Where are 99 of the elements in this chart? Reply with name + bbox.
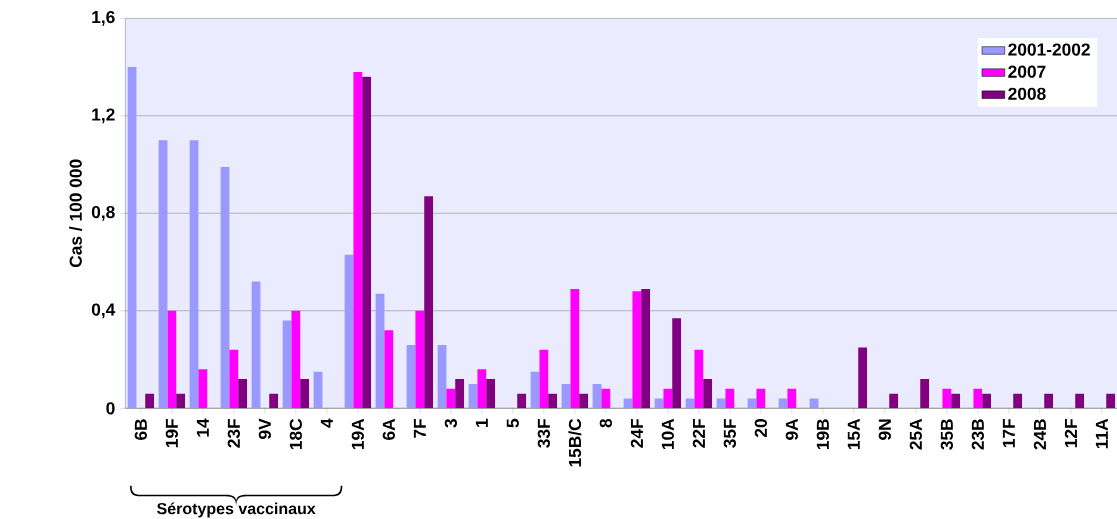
x-tick-label: 17F <box>1002 419 1015 448</box>
bar <box>672 318 682 409</box>
bar <box>517 393 527 409</box>
x-tick-label: 19A <box>351 418 364 450</box>
x-tick-label: 9V <box>258 418 271 439</box>
bar <box>291 310 301 409</box>
x-tick-label: 6B <box>134 419 147 440</box>
y-tick-label: 0,8 <box>91 205 115 221</box>
bar <box>570 288 580 409</box>
bar <box>663 388 673 409</box>
bar <box>406 344 416 409</box>
bar <box>145 393 155 409</box>
bar <box>189 140 199 409</box>
x-tick-label: 35F <box>723 419 736 448</box>
x-tick-label: 8 <box>599 418 612 428</box>
bar <box>384 330 394 409</box>
x-tick-label: 14 <box>196 418 209 437</box>
bar <box>158 140 168 409</box>
x-tick-label: 10A <box>661 418 674 450</box>
x-tick-label: 3 <box>444 419 457 428</box>
bar <box>477 369 487 409</box>
x-tick-label: 15B/C <box>568 418 582 467</box>
bar <box>951 393 961 409</box>
bar <box>725 388 735 409</box>
bar <box>942 388 952 409</box>
x-tick-label: 23F <box>227 419 240 448</box>
bar <box>229 349 239 409</box>
x-tick-label: 19F <box>165 419 178 448</box>
x-tick-label: 15A <box>847 418 860 450</box>
bar <box>437 344 447 409</box>
x-tick-label: 24F <box>630 419 643 448</box>
bar <box>579 393 589 409</box>
legend-label: 2007 <box>1008 65 1046 78</box>
y-axis-title: Cas / 100 000 <box>69 159 83 268</box>
x-tick-label: 24B <box>1033 419 1046 450</box>
bar <box>973 388 983 409</box>
bar <box>455 379 465 409</box>
x-tick-label: 5 <box>506 418 519 428</box>
y-tick-label: 0 <box>106 402 115 415</box>
bar <box>1106 393 1116 409</box>
x-tick-label: 18C <box>289 418 302 450</box>
bar <box>362 76 372 409</box>
x-tick-label: 22F <box>692 419 705 448</box>
bar <box>539 349 549 409</box>
x-tick-label: 35B <box>940 419 953 450</box>
bar <box>561 383 571 409</box>
bar <box>269 393 279 409</box>
x-tick-label: 9N <box>878 419 891 440</box>
bar <box>176 393 186 409</box>
bar <box>756 388 766 409</box>
legend-label: 2001-2002 <box>1008 43 1090 56</box>
bar <box>198 369 208 409</box>
bar <box>486 379 496 409</box>
bar <box>1075 393 1085 409</box>
bar <box>1044 393 1054 409</box>
x-tick-label: 9A <box>785 418 798 440</box>
x-tick-label: 6A <box>382 418 395 440</box>
x-tick-label: 20 <box>754 419 767 438</box>
x-tick-label: 1 <box>475 418 488 427</box>
bar <box>238 379 248 409</box>
bar <box>220 167 230 409</box>
bar <box>982 393 992 409</box>
y-tick-label: 1,2 <box>92 108 115 124</box>
bar <box>251 281 261 409</box>
bar <box>127 67 137 409</box>
bar <box>548 393 558 409</box>
bar <box>641 288 651 409</box>
legend-label: 2008 <box>1008 87 1046 100</box>
x-tick-label: 33F <box>537 419 550 448</box>
bar <box>1013 393 1023 409</box>
bar <box>592 383 602 409</box>
bar <box>920 379 930 409</box>
text: Sérotypes vaccinaux <box>157 502 316 518</box>
x-tick-label: 7F <box>413 419 426 438</box>
bar <box>300 379 310 409</box>
y-tick-label: 0,4 <box>91 303 116 319</box>
bar <box>858 347 868 409</box>
bar <box>468 383 478 409</box>
bar <box>424 196 434 409</box>
x-tick-label: 4 <box>320 418 333 428</box>
bar <box>282 320 292 409</box>
bar <box>632 291 642 409</box>
bar <box>415 310 425 409</box>
x-tick-label: 19B <box>816 419 829 450</box>
bar <box>601 388 611 409</box>
bar <box>167 310 177 409</box>
x-tick-label: 25A <box>909 418 922 450</box>
bar <box>889 393 899 409</box>
bar <box>694 349 704 409</box>
x-tick-label: 12F <box>1064 419 1077 448</box>
x-tick-label: 23B <box>971 419 984 450</box>
bar <box>344 254 354 409</box>
x-tick-label: 11A <box>1095 418 1108 449</box>
bar <box>446 388 456 409</box>
bar <box>703 379 713 409</box>
y-tick-label: 1,6 <box>92 10 115 26</box>
bar <box>787 388 797 409</box>
bar <box>353 71 363 409</box>
bar <box>375 293 385 409</box>
